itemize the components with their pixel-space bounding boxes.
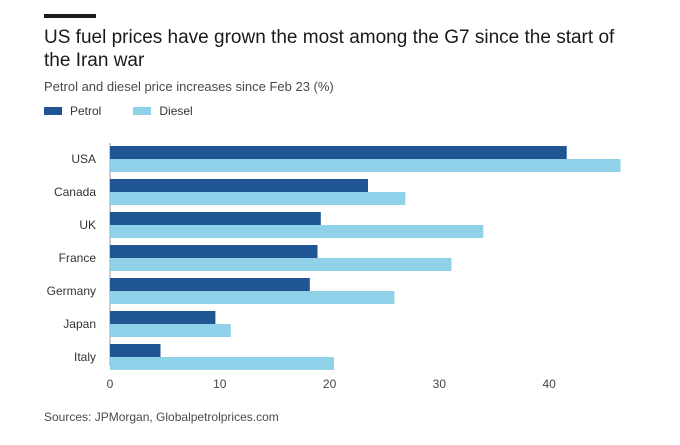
chart-subtitle: Petrol and diesel price increases since …	[44, 79, 334, 94]
x-tick-label: 10	[213, 377, 227, 391]
category-label: Italy	[74, 350, 96, 364]
bar-diesel-usa	[110, 159, 621, 172]
category-label: USA	[71, 152, 96, 166]
x-tick-label: 30	[433, 377, 447, 391]
category-label: Japan	[63, 317, 96, 331]
x-tick-label: 20	[323, 377, 337, 391]
bar-diesel-italy	[110, 357, 334, 370]
bar-diesel-japan	[110, 324, 231, 337]
title-rule	[44, 14, 96, 18]
legend-swatch-diesel	[133, 107, 152, 115]
bar-petrol-canada	[110, 179, 368, 192]
legend-item-petrol: Petrol	[44, 104, 101, 118]
bar-petrol-japan	[110, 311, 216, 324]
bar-diesel-canada	[110, 192, 406, 205]
bar-diesel-uk	[110, 225, 484, 238]
bar-petrol-italy	[110, 344, 161, 357]
legend-label-petrol: Petrol	[70, 104, 102, 118]
legend-label-diesel: Diesel	[159, 104, 193, 118]
legend-swatch-petrol	[44, 107, 62, 115]
legend: Petrol Diesel	[44, 104, 225, 118]
bar-petrol-uk	[110, 212, 321, 225]
source-note: Sources: JPMorgan, Globalpetrolprices.co…	[44, 410, 279, 424]
category-label: Canada	[54, 185, 96, 199]
category-label: France	[59, 251, 97, 265]
bar-diesel-france	[110, 258, 452, 271]
bar-petrol-france	[110, 245, 318, 258]
chart-title: US fuel prices have grown the most among…	[44, 27, 615, 71]
bar-diesel-germany	[110, 291, 395, 304]
bar-petrol-germany	[110, 278, 310, 291]
x-tick-label: 40	[542, 377, 556, 391]
bar-petrol-usa	[110, 146, 567, 159]
x-tick-label: 0	[107, 377, 114, 391]
category-label: Germany	[47, 284, 96, 298]
legend-item-diesel: Diesel	[133, 104, 193, 118]
category-label: UK	[79, 218, 96, 232]
